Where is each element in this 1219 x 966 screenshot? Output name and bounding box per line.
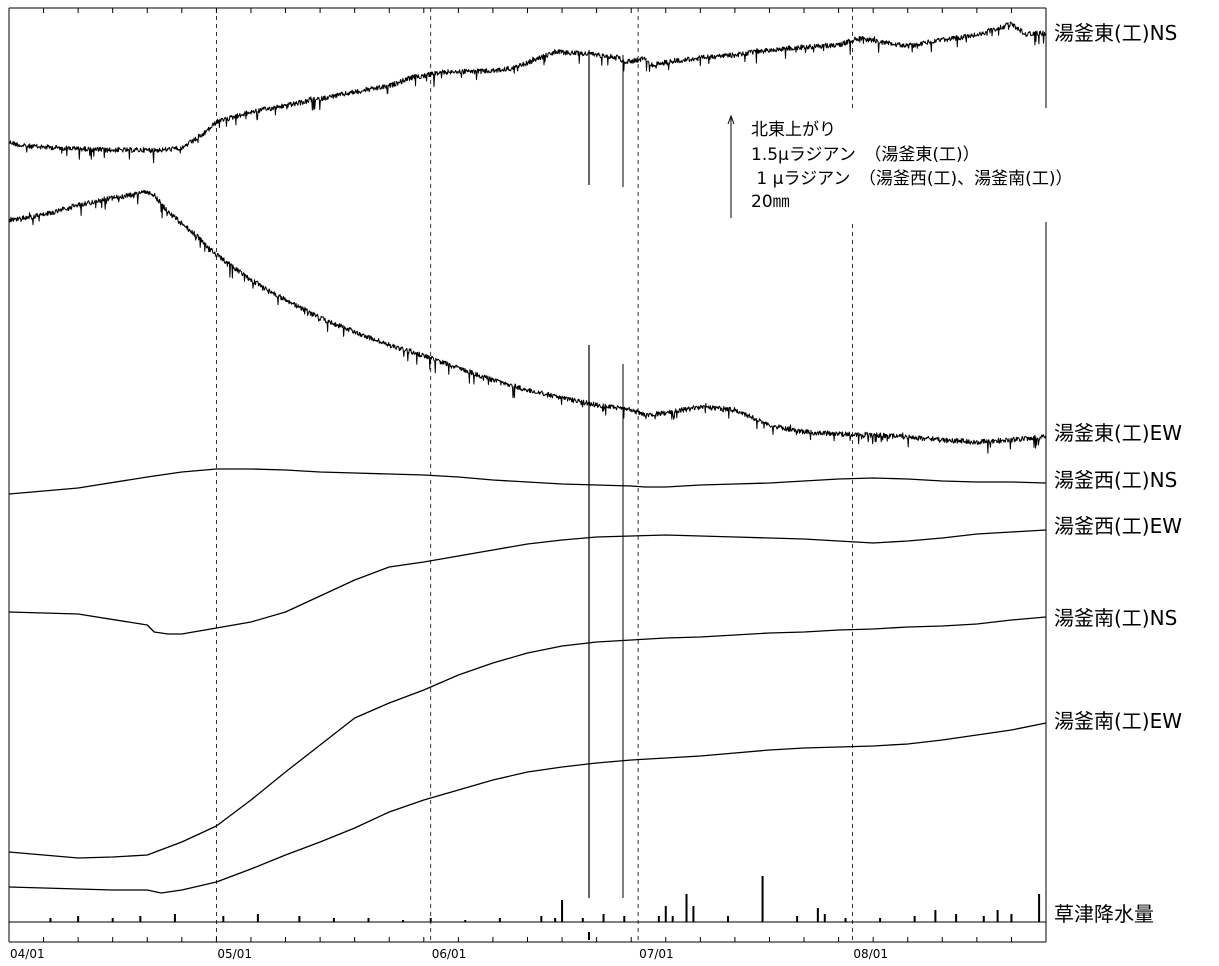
rain-bar-15 xyxy=(554,918,557,922)
rain-bar-20 xyxy=(657,916,660,922)
rain-bar-4 xyxy=(173,914,176,922)
rain-bar-0 xyxy=(49,918,52,922)
rain-bar-3 xyxy=(139,916,142,922)
rain-bar-26 xyxy=(761,876,764,922)
scale-note-direction: 北東上がり xyxy=(751,120,836,140)
rain-bar-25 xyxy=(726,916,729,922)
rain-bar-30 xyxy=(844,918,847,922)
series-label-1: 湯釜東(工)EW xyxy=(1054,421,1182,445)
rain-bar-1 xyxy=(77,916,80,922)
rain-bar-5 xyxy=(222,916,225,922)
rain-bar-11 xyxy=(429,918,432,922)
rain-bar-28 xyxy=(816,908,819,922)
x-tick-label-0: 04/01 xyxy=(10,947,45,961)
rain-bar-6 xyxy=(256,914,259,922)
x-tick-label-3: 07/01 xyxy=(639,947,674,961)
rain-bar-18 xyxy=(602,914,605,922)
rain-bar-10 xyxy=(402,920,405,922)
rain-bar-27 xyxy=(796,916,799,922)
rain-bar-12 xyxy=(464,920,467,922)
scale-note-rain: 20㎜ xyxy=(751,192,790,212)
scale-note: 北東上がり 1.5μラジアン （湯釜東(工)） 1 μラジアン （湯釜西(工)、… xyxy=(726,112,1072,220)
series-labels: 湯釜東(工)NS 湯釜東(工)EW 湯釜西(工)NS 湯釜西(工)EW 湯釜南(工)NS… xyxy=(1054,21,1182,926)
rain-bar-16 xyxy=(561,900,564,922)
series-line-4 xyxy=(8,616,1047,859)
rain-bar-38 xyxy=(1038,894,1041,922)
series-line-0 xyxy=(9,21,1046,164)
rain-bar-19 xyxy=(623,916,626,922)
series-label-0: 湯釜東(工)NS xyxy=(1054,21,1177,45)
scale-note-west-south: 1 μラジアン （湯釜西(工)、湯釜南(工)） xyxy=(751,169,1072,189)
scale-arrow-head xyxy=(727,114,735,125)
series-line-1 xyxy=(8,190,1046,454)
rain-bar-23 xyxy=(685,894,688,922)
spike-artifacts xyxy=(588,50,624,940)
rain-bar-34 xyxy=(955,914,958,922)
rain-bar-36 xyxy=(996,910,999,922)
x-tick-label-1: 05/01 xyxy=(217,947,252,961)
rain-bar-7 xyxy=(298,916,301,922)
rain-bar-35 xyxy=(982,916,985,922)
series-lines xyxy=(8,21,1047,894)
series-label-2: 湯釜西(工)NS xyxy=(1054,468,1177,492)
scale-note-background xyxy=(726,112,1046,220)
rain-bar-24 xyxy=(692,906,695,922)
rain-bar-13 xyxy=(498,918,501,922)
series-label-6: 草津降水量 xyxy=(1054,902,1154,926)
rain-bar-31 xyxy=(879,918,882,922)
rain-bar-37 xyxy=(1010,914,1013,922)
x-tick-label-4: 08/01 xyxy=(853,947,888,961)
precipitation-bars xyxy=(9,876,1046,923)
rain-bar-17 xyxy=(581,918,584,922)
rain-bar-9 xyxy=(367,918,370,922)
rain-bar-22 xyxy=(671,916,674,922)
series-label-4: 湯釜南(工)NS xyxy=(1054,606,1177,630)
rain-bar-14 xyxy=(540,916,543,922)
series-line-5 xyxy=(8,722,1047,894)
series-line-2 xyxy=(8,468,1047,495)
x-tick-label-2: 06/01 xyxy=(432,947,467,961)
x-axis-ticks: 04/01 05/01 06/01 07/01 08/01 xyxy=(8,8,1047,961)
series-line-3 xyxy=(8,529,1047,635)
rain-bar-33 xyxy=(934,910,937,922)
rain-bar-8 xyxy=(332,918,335,922)
rain-bar-2 xyxy=(111,918,114,922)
rain-bar-21 xyxy=(664,906,667,922)
rain-bar-32 xyxy=(913,916,916,922)
rain-bar-29 xyxy=(823,914,826,922)
scale-note-east: 1.5μラジアン （湯釜東(工)） xyxy=(751,145,980,165)
series-label-3: 湯釜西(工)EW xyxy=(1054,514,1182,538)
series-label-5: 湯釜南(工)EW xyxy=(1054,709,1182,733)
